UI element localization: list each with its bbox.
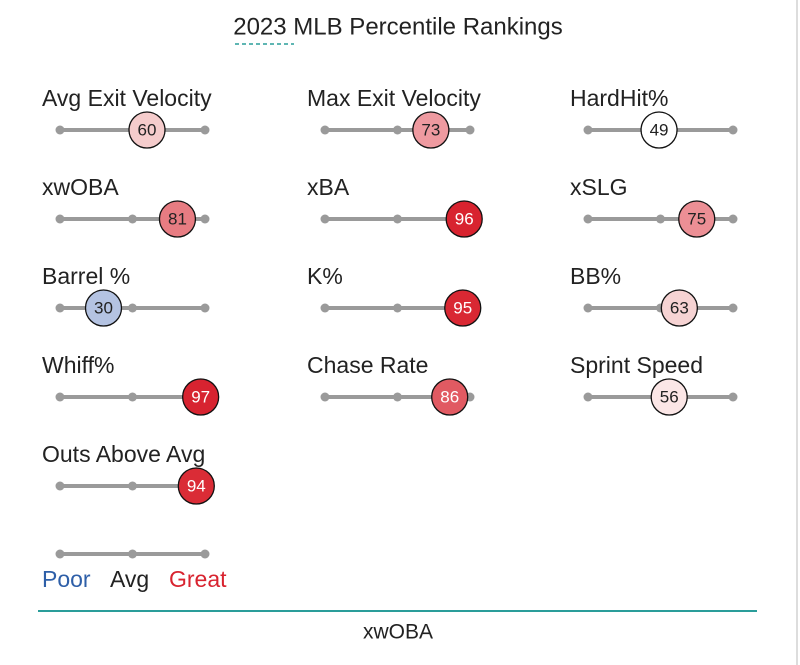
track-tick xyxy=(583,214,593,224)
track-tick xyxy=(128,549,137,559)
percentile-label: 56 xyxy=(660,387,679,406)
legend-label: Poor xyxy=(42,566,91,592)
metric-label: xwOBA xyxy=(42,174,119,200)
metric-label: HardHit% xyxy=(570,85,668,111)
track-tick xyxy=(55,481,65,491)
percentile-dot xyxy=(445,200,483,238)
track-tick xyxy=(55,549,65,559)
track-tick xyxy=(320,303,330,313)
track-tick xyxy=(200,125,210,135)
track-tick xyxy=(128,481,137,491)
metric-label: xSLG xyxy=(570,174,628,200)
track-tick xyxy=(393,214,402,224)
percentile-dot xyxy=(660,289,698,327)
track-tick xyxy=(465,125,475,135)
percentile-dot xyxy=(181,378,220,416)
legend-label: Great xyxy=(169,566,227,592)
track-tick xyxy=(728,303,738,313)
percentile-label: 30 xyxy=(94,298,113,317)
percentile-label: 81 xyxy=(168,209,187,228)
percentile-label: 75 xyxy=(687,209,706,228)
percentile-dot xyxy=(158,200,197,238)
track-tick xyxy=(728,125,738,135)
percentile-dot xyxy=(84,289,123,327)
percentile-dot xyxy=(444,289,482,327)
metric-label: Outs Above Avg xyxy=(42,441,205,467)
track-tick xyxy=(656,214,665,224)
percentile-dot xyxy=(412,111,450,149)
chart-title: 2023 MLB Percentile Rankings xyxy=(233,13,563,40)
track-tick xyxy=(128,214,137,224)
metric-label: Whiff% xyxy=(42,352,114,378)
track-tick xyxy=(320,125,330,135)
track-tick xyxy=(200,549,210,559)
track-tick xyxy=(583,125,593,135)
percentile-dot xyxy=(128,111,166,149)
percentile-dot xyxy=(678,200,716,238)
percentile-label: 97 xyxy=(191,387,210,406)
track-tick xyxy=(728,392,738,402)
metric-label: Sprint Speed xyxy=(570,352,703,378)
percentile-label: 86 xyxy=(440,387,459,406)
track-tick xyxy=(55,392,65,402)
metric-label: Chase Rate xyxy=(307,352,428,378)
metric-label: K% xyxy=(307,263,343,289)
percentile-dot xyxy=(650,378,688,416)
percentile-dot xyxy=(640,111,678,149)
percentile-dot xyxy=(431,378,469,416)
track-tick xyxy=(393,303,402,313)
track-tick xyxy=(393,392,402,402)
track-tick xyxy=(200,303,210,313)
track-tick xyxy=(55,125,65,135)
percentile-label: 63 xyxy=(670,298,689,317)
percentile-label: 95 xyxy=(453,298,472,317)
track-tick xyxy=(320,392,330,402)
track-tick xyxy=(320,214,330,224)
legend-label: Avg xyxy=(110,566,149,592)
metric-label: Max Exit Velocity xyxy=(307,85,481,111)
percentile-dot xyxy=(177,467,215,505)
percentile-label: 73 xyxy=(421,120,440,139)
percentile-label: 96 xyxy=(455,209,474,228)
track-tick xyxy=(128,392,137,402)
metric-label: BB% xyxy=(570,263,621,289)
track-tick xyxy=(128,303,137,313)
metric-label: Barrel % xyxy=(42,263,130,289)
percentile-label: 49 xyxy=(650,120,669,139)
track-tick xyxy=(393,125,402,135)
metric-label: xBA xyxy=(307,174,350,200)
percentile-label: 60 xyxy=(138,120,157,139)
track-tick xyxy=(55,303,65,313)
percentile-label: 94 xyxy=(187,476,206,495)
footer-label: xwOBA xyxy=(363,621,433,644)
track-tick xyxy=(583,392,593,402)
metric-label: Avg Exit Velocity xyxy=(42,85,212,111)
track-tick xyxy=(583,303,593,313)
track-tick xyxy=(728,214,738,224)
track-tick xyxy=(200,214,210,224)
track-tick xyxy=(55,214,65,224)
